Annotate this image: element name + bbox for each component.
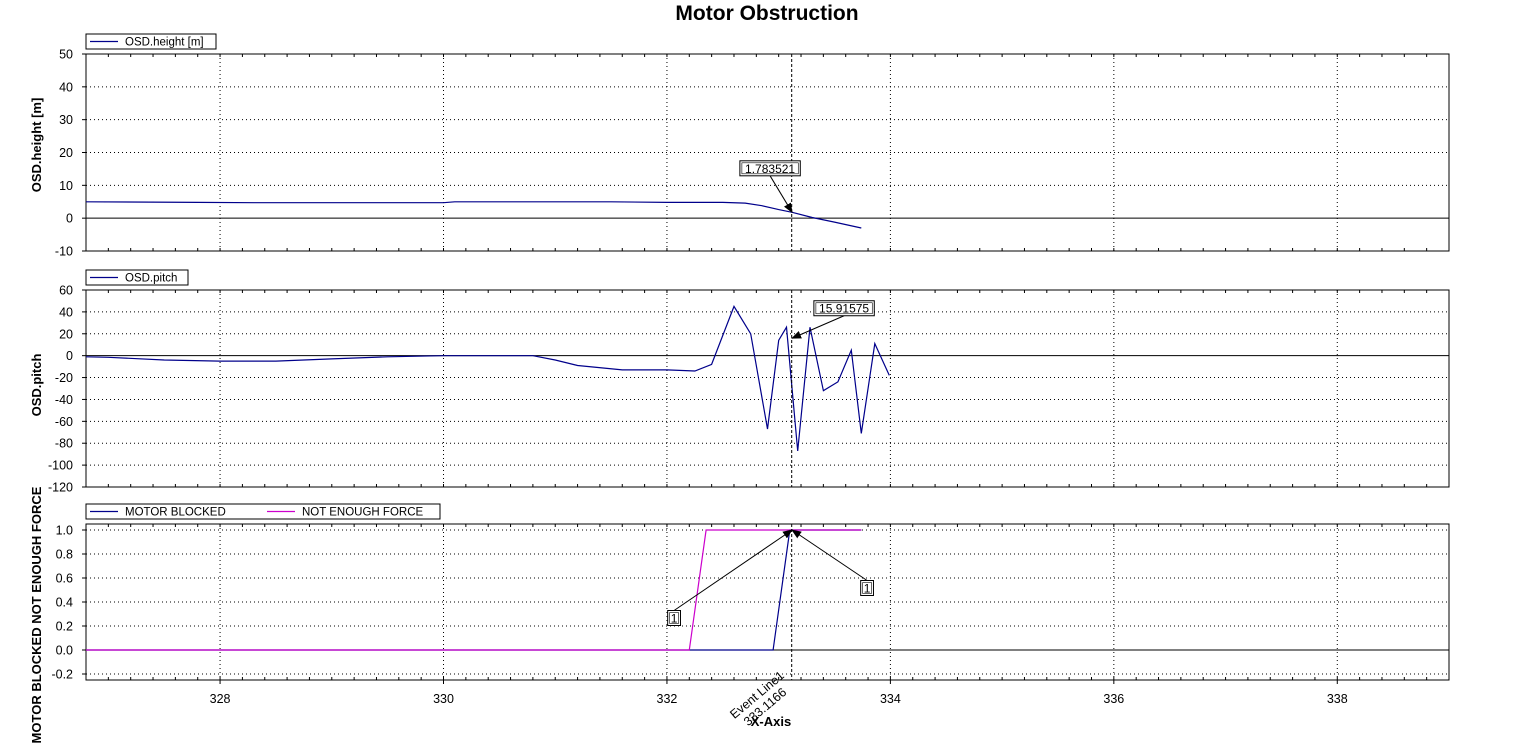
y-tick-label: -10 bbox=[55, 245, 73, 259]
annotation-box bbox=[860, 580, 874, 596]
value-annotation: 1 bbox=[791, 529, 874, 596]
value-annotation: 15.91575 bbox=[791, 300, 875, 339]
y-tick-label: -0.2 bbox=[51, 668, 73, 682]
legend: MOTOR BLOCKED NOT ENOUGH FORCE bbox=[85, 503, 441, 520]
y-tick-label: 60 bbox=[59, 284, 73, 298]
legend-label: OSD.height [m] bbox=[125, 37, 204, 49]
x-tick-label: 330 bbox=[433, 692, 454, 706]
annotation-arrow bbox=[673, 529, 793, 611]
y-tick-label: 0.8 bbox=[56, 548, 73, 562]
annotation-label: 1 bbox=[671, 612, 678, 626]
value-annotation: 1.783521 bbox=[739, 160, 801, 214]
y-tick-label: -100 bbox=[48, 459, 73, 473]
annotation-box bbox=[739, 160, 801, 177]
y-tick-label: 0.0 bbox=[56, 644, 73, 658]
legend-label: MOTOR BLOCKED bbox=[125, 507, 226, 519]
y-tick-label: 0.4 bbox=[56, 596, 73, 610]
y-tick-label: 0 bbox=[66, 349, 73, 363]
annotation-inner-box bbox=[815, 302, 873, 315]
annotation-inner-box bbox=[669, 612, 679, 624]
y-tick-label: 0.6 bbox=[56, 572, 73, 586]
plot-area bbox=[85, 289, 1450, 488]
annotation-arrow bbox=[791, 315, 845, 339]
y-tick-label: -60 bbox=[55, 415, 73, 429]
y-tick-label: 10 bbox=[59, 179, 73, 193]
y-tick-label: 30 bbox=[59, 113, 73, 127]
subplot-1: -10 0 10 20 30 40 50 OSD.height [m] OSD.height [… bbox=[29, 33, 1450, 259]
x-tick-label: 334 bbox=[880, 692, 901, 706]
annotation-arrow bbox=[791, 529, 868, 581]
legend-label: NOT ENOUGH FORCE bbox=[302, 507, 424, 519]
subplot-3: -0.2 0.0 0.2 0.4 0.6 0.8 1.0 MOTOR BLOCKED NOT E… bbox=[29, 486, 1450, 743]
annotation-arrow bbox=[769, 175, 793, 214]
y-tick-label: 50 bbox=[59, 48, 73, 62]
legend-box bbox=[85, 503, 441, 520]
y-axis-label: OSD.height [m] bbox=[29, 98, 44, 193]
plot-area bbox=[85, 523, 1450, 681]
y-tick-label: -80 bbox=[55, 437, 73, 451]
y-axis-label: MOTOR BLOCKED NOT ENOUGH FORCE bbox=[29, 486, 44, 743]
subplot-2: -120 -100 -80 -60 -40 -20 0 20 40 60 OSD.pitch OSD.… bbox=[29, 269, 1450, 495]
x-axis-label: X-Axis bbox=[751, 714, 791, 729]
value-annotation: 1 bbox=[667, 529, 793, 626]
legend-label: OSD.pitch bbox=[125, 273, 177, 285]
legend-box bbox=[85, 33, 217, 50]
y-tick-label: -20 bbox=[55, 371, 73, 385]
annotation-label: 1.783521 bbox=[745, 162, 795, 176]
legend: OSD.height [m] bbox=[85, 33, 217, 50]
x-tick-label: 328 bbox=[210, 692, 231, 706]
y-axis-label: OSD.pitch bbox=[29, 354, 44, 417]
y-tick-label: 40 bbox=[59, 80, 73, 94]
legend-box bbox=[85, 269, 189, 286]
y-tick-label: 40 bbox=[59, 305, 73, 319]
x-tick-label: 338 bbox=[1327, 692, 1348, 706]
x-tick-label: 332 bbox=[657, 692, 678, 706]
y-tick-label: -40 bbox=[55, 393, 73, 407]
series-line-osd-height-m- bbox=[85, 201, 862, 229]
x-tick-label: 336 bbox=[1103, 692, 1124, 706]
annotation-inner-box bbox=[862, 582, 872, 594]
y-tick-label: 20 bbox=[59, 327, 73, 341]
y-tick-label: 0.2 bbox=[56, 620, 73, 634]
chart-title: Motor Obstruction bbox=[675, 2, 858, 25]
y-tick-label: -120 bbox=[48, 481, 73, 495]
annotation-inner-box bbox=[741, 162, 799, 175]
annotation-box bbox=[667, 610, 681, 626]
legend: OSD.pitch bbox=[85, 269, 189, 286]
annotation-label: 15.91575 bbox=[819, 302, 869, 316]
annotation-box bbox=[813, 300, 875, 317]
y-tick-label: 0 bbox=[66, 212, 73, 226]
annotation-label: 1 bbox=[864, 582, 871, 596]
y-tick-label: 1.0 bbox=[56, 524, 73, 538]
series-line-osd-pitch bbox=[85, 305, 890, 451]
y-tick-label: 20 bbox=[59, 146, 73, 160]
